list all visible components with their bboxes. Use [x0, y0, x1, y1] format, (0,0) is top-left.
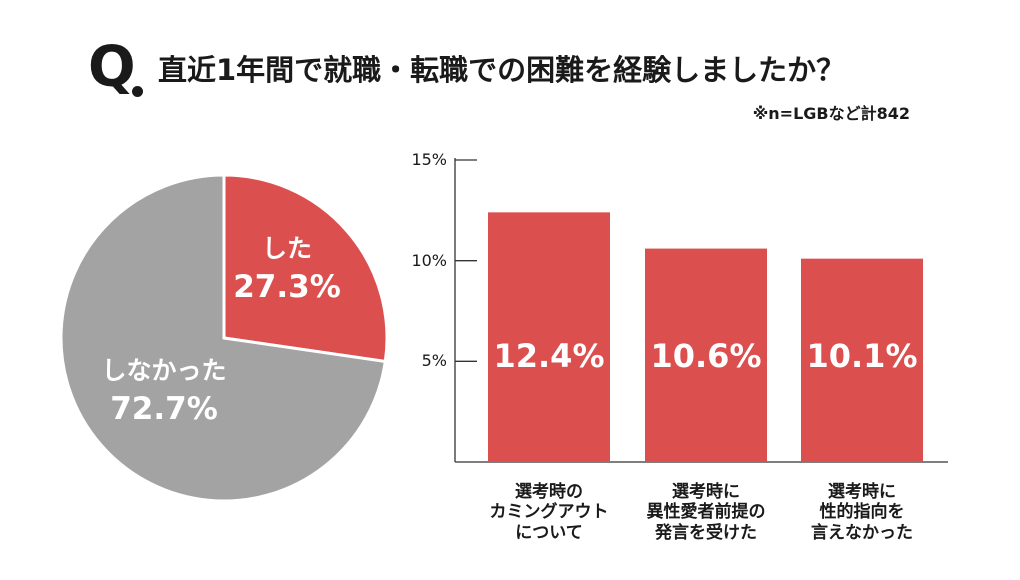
- y-tick-label: 10%: [411, 250, 447, 270]
- category-label: 選考時の カミングアウト について: [489, 482, 609, 543]
- bar-3: [801, 258, 923, 462]
- category-label: 選考時に 性的指向を 言えなかった: [811, 482, 913, 543]
- question-mark-dot: [132, 86, 143, 97]
- pie-slice-value: 27.3%: [233, 269, 341, 305]
- pie-slice-label: した: [261, 234, 312, 263]
- y-tick-label: 15%: [411, 150, 447, 169]
- category-label: 選考時に 異性愛者前提の 発言を受けた: [646, 482, 766, 543]
- bar-value-label: 12.4%: [493, 337, 605, 375]
- bar-value-label: 10.1%: [806, 337, 918, 375]
- bar-value-label: 10.6%: [650, 337, 762, 375]
- question-mark-letter: Q: [88, 35, 136, 100]
- y-tick-label: 5%: [421, 351, 447, 371]
- pie-slice-1: [222, 173, 389, 364]
- question-title: 直近1年間で就職・転職での困難を経験しましたか？: [158, 53, 846, 87]
- bar-1: [488, 212, 610, 462]
- pie-slice-2: [59, 173, 388, 503]
- bar-2: [645, 248, 767, 462]
- sample-size-note: ※n=LGBなど計842: [752, 104, 910, 123]
- pie-slice-label: しなかった: [101, 356, 227, 385]
- pie-slice-value: 72.7%: [110, 391, 218, 427]
